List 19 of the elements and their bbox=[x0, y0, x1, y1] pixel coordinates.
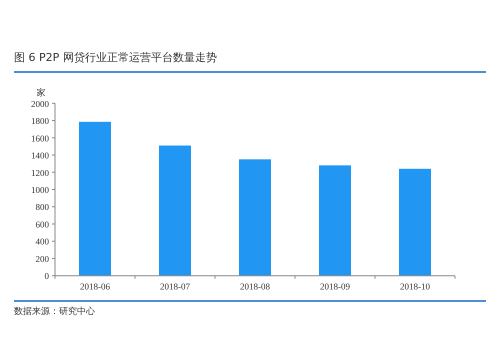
y-tick-label: 1800 bbox=[31, 116, 50, 126]
y-tick-label: 1600 bbox=[31, 133, 50, 144]
x-tick-label: 2018-08 bbox=[240, 282, 270, 292]
y-tick-label: 400 bbox=[36, 236, 50, 247]
y-tick-label: 1400 bbox=[31, 150, 50, 161]
y-tick-label: 200 bbox=[36, 254, 50, 264]
x-tick-label: 2018-07 bbox=[160, 282, 190, 292]
x-tick-label: 2018-06 bbox=[80, 282, 110, 292]
y-tick-label: 800 bbox=[36, 202, 50, 212]
y-tick-label: 2000 bbox=[31, 98, 50, 109]
y-tick-label: 1000 bbox=[31, 185, 50, 195]
chart-title: 图 6 P2P 网贷行业正常运营平台数量走势 bbox=[14, 50, 486, 73]
source-note: 数据来源：研究中心 bbox=[14, 300, 486, 318]
y-axis-title: 家 bbox=[36, 87, 46, 98]
y-tick-label: 0 bbox=[44, 271, 50, 282]
y-tick-label: 1200 bbox=[31, 168, 50, 178]
x-tick-label: 2018-10 bbox=[400, 282, 430, 292]
x-tick-label: 2018-09 bbox=[320, 282, 350, 292]
y-tick-label: 600 bbox=[36, 219, 50, 230]
